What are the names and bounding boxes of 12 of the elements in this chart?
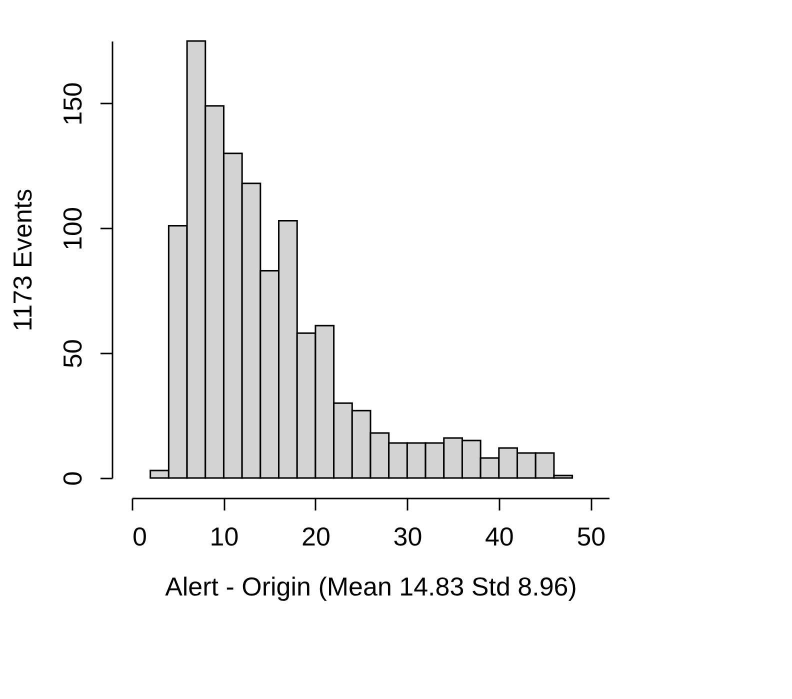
x-tick-label: 10: [210, 522, 239, 552]
x-axis-title: Alert - Origin (Mean 14.83 Std 8.96): [165, 572, 577, 602]
y-tick-label: 150: [58, 82, 88, 126]
y-tick-label: 100: [58, 207, 88, 250]
x-tick-label: 0: [132, 522, 147, 552]
x-tick-label: 40: [484, 522, 514, 552]
y-tick-label: 0: [58, 471, 88, 486]
x-tick-label: 20: [302, 522, 330, 552]
y-axis-title: 1173 Events: [8, 188, 38, 332]
y-tick-label: 50: [58, 339, 88, 368]
x-tick-label: 50: [576, 522, 606, 552]
x-tick-label: 30: [393, 522, 422, 552]
